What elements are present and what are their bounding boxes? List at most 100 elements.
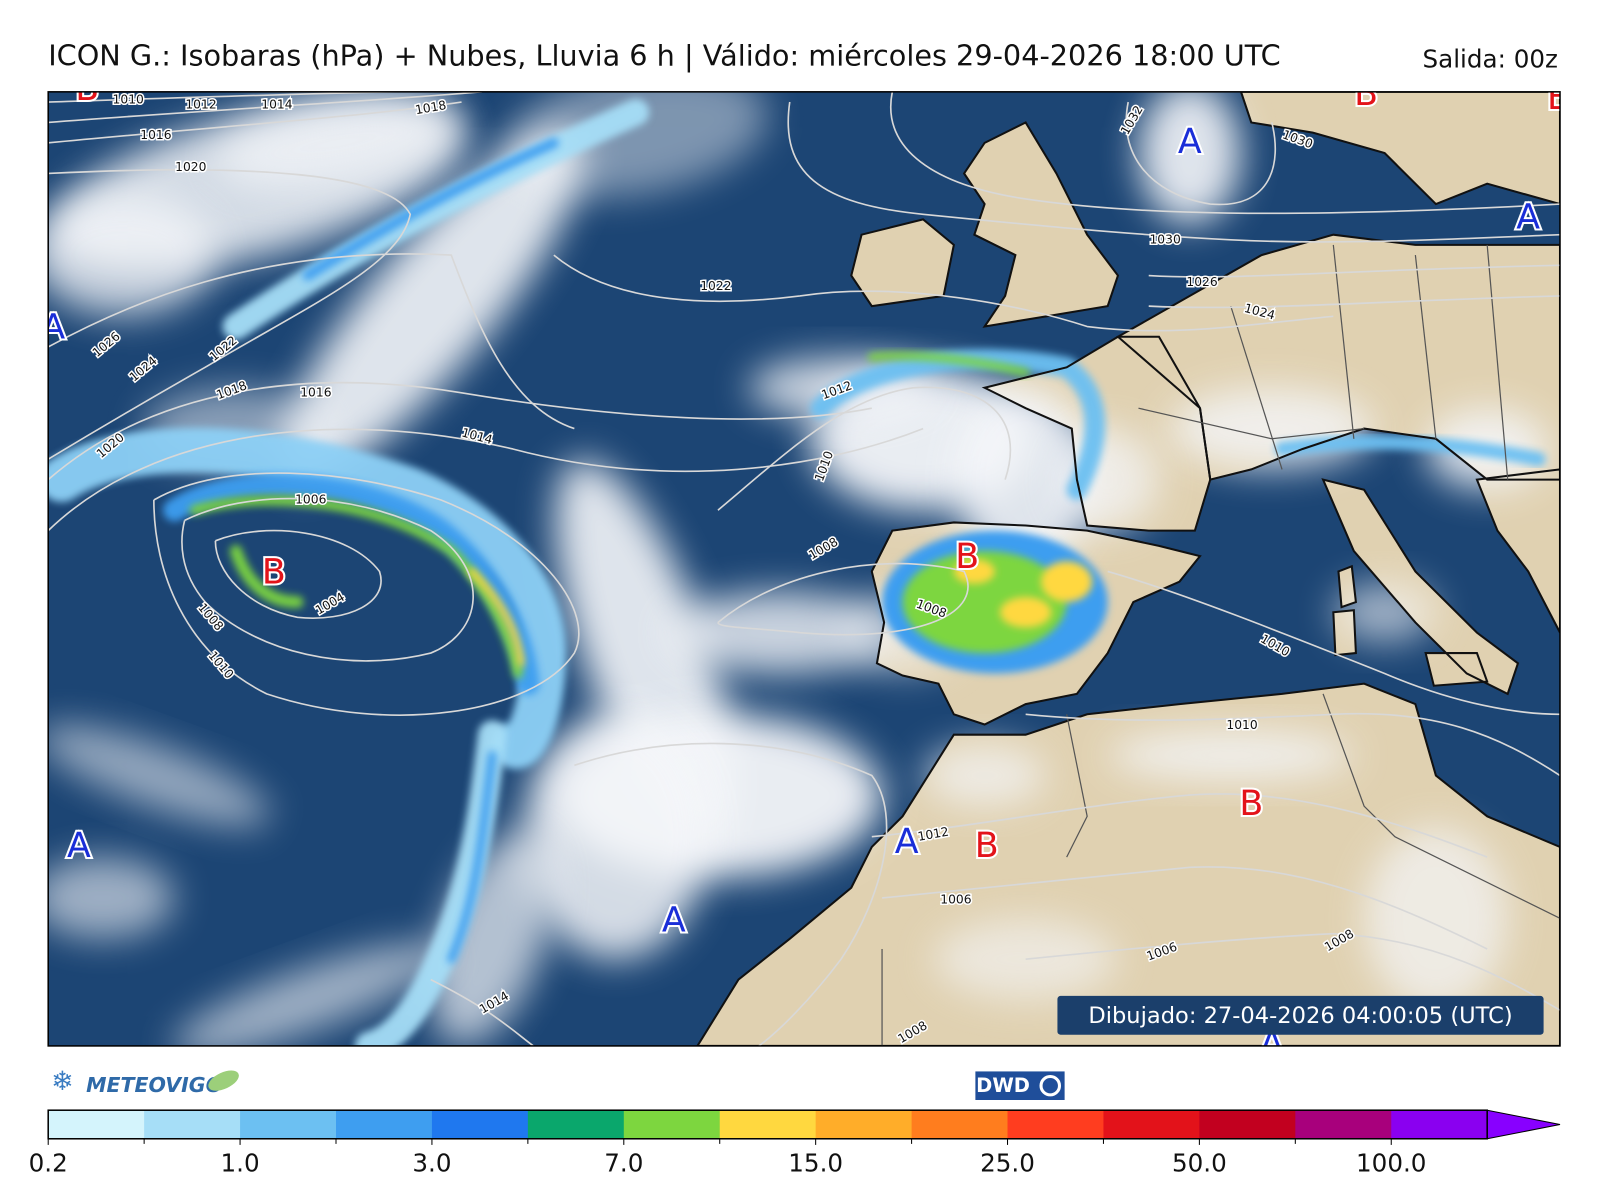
country-border	[1486, 244, 1509, 480]
colorbar-swatch	[1007, 1110, 1104, 1139]
isobar-label: 1022	[700, 279, 731, 293]
colorbar-swatch	[719, 1110, 817, 1139]
pressure-center: B	[1239, 784, 1263, 824]
isobar	[153, 472, 580, 716]
isobar	[214, 529, 382, 619]
isobar	[48, 91, 426, 103]
rain-cell	[1041, 561, 1093, 603]
coastline	[1321, 478, 1520, 696]
map: 1010 1012 1014 1018101610201026102410221018…	[41, 69, 1560, 1046]
cloud	[217, 97, 460, 189]
isobar	[574, 742, 888, 1046]
rain-band	[447, 751, 497, 964]
rain-band	[229, 544, 304, 609]
coastline	[1116, 233, 1560, 481]
coastlines	[696, 91, 1560, 1046]
colorbar-swatch	[431, 1110, 529, 1139]
colorbar-tick-label: 7.0	[604, 1148, 643, 1177]
colorbar-swatch	[1391, 1110, 1488, 1139]
rain-band	[810, 349, 1105, 500]
colorbar: 0.2 1.0 3.0 7.0 15.0 25.0 50.0 100.0	[29, 1109, 1561, 1177]
isobar	[890, 91, 1560, 215]
isobar	[717, 386, 1012, 511]
isobar-label: 1010	[113, 93, 144, 107]
country-border	[1332, 244, 1355, 439]
coastline	[1475, 468, 1560, 634]
colorbar-swatch	[1103, 1110, 1200, 1139]
coastline	[870, 521, 1202, 726]
title: ICON G.: Isobaras (hPa) + Nubes, Lluvia …	[48, 38, 1280, 72]
rain-band	[222, 98, 650, 340]
cloud	[172, 943, 444, 1046]
colorbar-swatch	[623, 1110, 721, 1139]
pressure-center: B	[75, 69, 99, 109]
rain-cell	[902, 551, 1067, 654]
country-border	[1322, 693, 1560, 919]
cloud	[48, 857, 175, 939]
isobar-label: 1016	[300, 385, 331, 399]
land-area	[1241, 91, 1560, 205]
cloud	[1107, 729, 1354, 781]
land-area	[1323, 479, 1518, 694]
rain-cell	[953, 559, 995, 584]
isobar	[181, 497, 474, 662]
isobar	[881, 866, 1488, 950]
country-border	[1414, 255, 1437, 439]
drawn-stamp: Dibujado: 27-04-2026 04:00:05 (UTC)	[1088, 1003, 1512, 1029]
map-frame	[47, 91, 1561, 1047]
rain-cell	[1000, 596, 1052, 628]
isobar-label: 1020	[175, 160, 206, 174]
colorbar-swatch	[911, 1110, 1009, 1139]
colorbar-extend	[1486, 1109, 1561, 1140]
precipitation	[48, 98, 1546, 1046]
isobars	[48, 91, 1560, 1046]
colorbar-tick-label: 3.0	[412, 1148, 451, 1177]
isobar	[48, 101, 462, 144]
isobar-label: 1012	[185, 98, 216, 112]
colorbar-tick-label: 0.2	[29, 1148, 68, 1177]
cloud	[933, 918, 1118, 1000]
isobar-label: 1010	[1226, 718, 1257, 732]
isobar-label: 1026	[1186, 275, 1217, 289]
pressure-center: A	[1516, 197, 1540, 237]
snowflake-icon: ❄	[51, 1066, 73, 1097]
land-area	[697, 683, 1560, 1046]
isobar	[1148, 295, 1560, 309]
pressure-center: A	[662, 900, 686, 940]
coastline	[1332, 609, 1357, 657]
colorbar-swatch	[48, 1110, 145, 1139]
rain-band	[48, 427, 567, 769]
cloud	[523, 714, 708, 960]
pressure-center: B	[975, 826, 999, 866]
cloud	[48, 193, 216, 317]
isobar	[1107, 570, 1560, 716]
coastline	[962, 121, 1120, 328]
colorbar-swatch	[1295, 1110, 1392, 1139]
isobar	[1025, 932, 1560, 1011]
cloud	[1169, 387, 1375, 470]
leaf-icon	[208, 1070, 239, 1091]
cloud	[278, 129, 584, 483]
logo-meteovigo: METEOVIGO	[86, 1073, 223, 1097]
cloud	[953, 387, 1098, 572]
isobar	[48, 91, 483, 124]
pressure-center: A	[67, 826, 91, 866]
cloud	[1333, 581, 1436, 643]
isobar-label: 1014	[261, 98, 292, 112]
coastline	[696, 682, 1560, 1046]
colorbar-tick-label: 1.0	[220, 1148, 259, 1177]
cloud	[1138, 91, 1242, 225]
isobar	[48, 168, 412, 460]
isobar	[787, 101, 1560, 243]
isobar-label: 1030	[1149, 232, 1180, 246]
isobar	[1025, 712, 1560, 777]
isobar	[430, 978, 534, 1046]
dwd-swirl	[1039, 1075, 1062, 1097]
run-label: Salida: 00z	[1423, 44, 1558, 73]
colorbar-outline	[47, 1109, 1488, 1140]
isobar	[717, 562, 969, 636]
pressure-center: A	[41, 308, 65, 348]
colorbar-tick-label: 15.0	[788, 1148, 843, 1177]
cloud	[923, 744, 1047, 807]
